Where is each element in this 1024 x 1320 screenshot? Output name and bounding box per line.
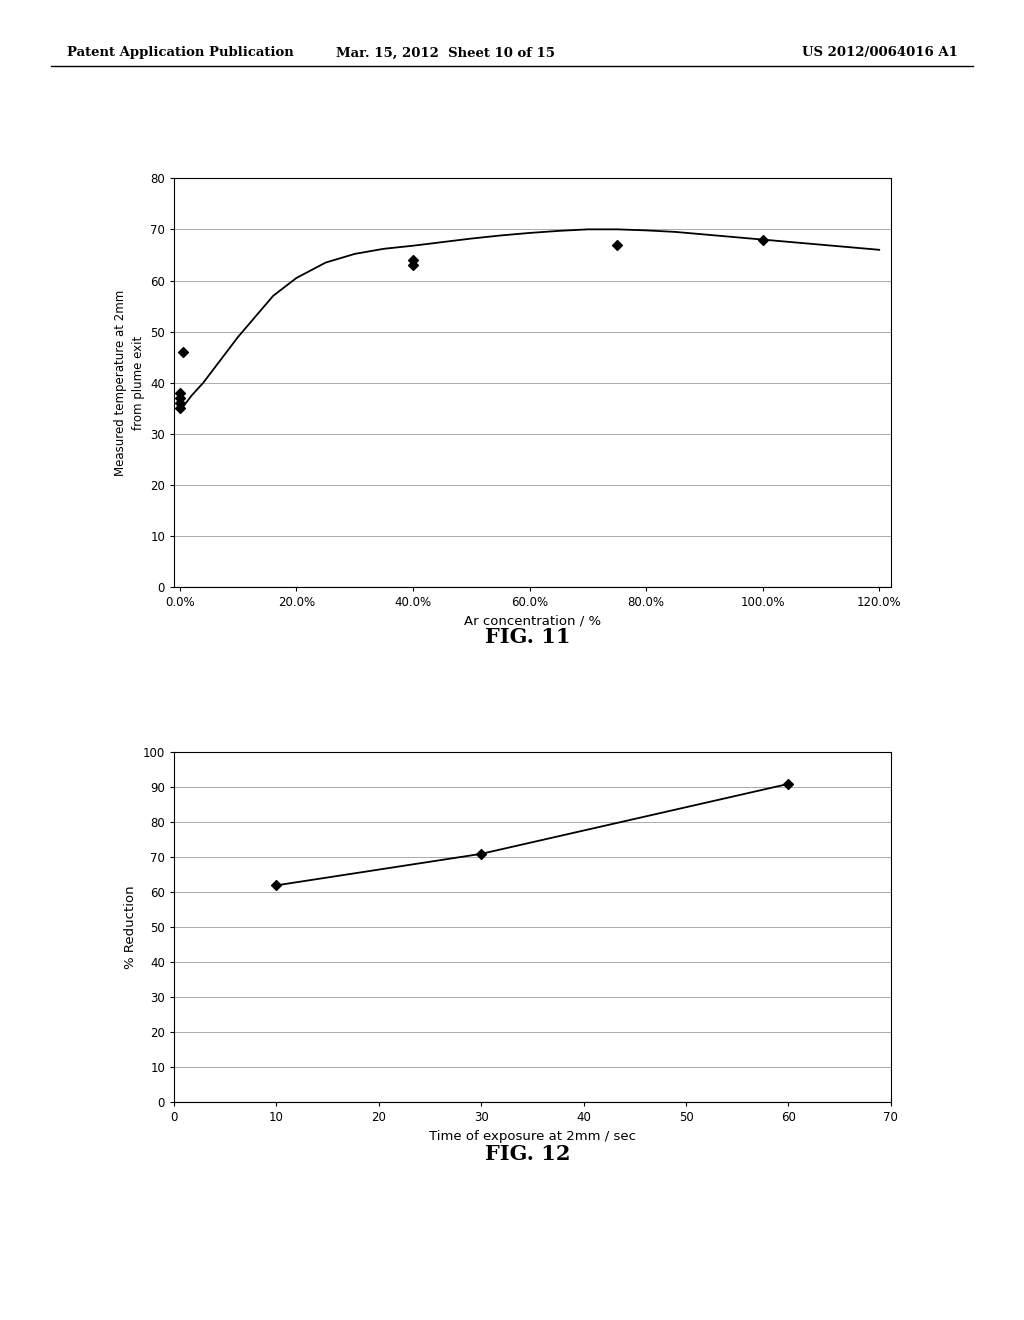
Point <box>172 397 188 418</box>
Point <box>473 843 489 865</box>
Point <box>404 255 421 276</box>
Point <box>609 234 626 255</box>
Y-axis label: % Reduction: % Reduction <box>124 886 137 969</box>
X-axis label: Ar concentration / %: Ar concentration / % <box>464 615 601 628</box>
Point <box>172 388 188 409</box>
Text: Patent Application Publication: Patent Application Publication <box>67 46 293 59</box>
Text: FIG. 12: FIG. 12 <box>484 1144 570 1164</box>
Point <box>172 393 188 414</box>
Point <box>175 342 191 363</box>
Point <box>780 774 797 795</box>
Text: Mar. 15, 2012  Sheet 10 of 15: Mar. 15, 2012 Sheet 10 of 15 <box>336 46 555 59</box>
Point <box>268 875 285 896</box>
X-axis label: Time of exposure at 2mm / sec: Time of exposure at 2mm / sec <box>429 1130 636 1143</box>
Y-axis label: Measured temperature at 2mm
from plume exit: Measured temperature at 2mm from plume e… <box>114 289 144 477</box>
Text: FIG. 11: FIG. 11 <box>484 627 570 647</box>
Point <box>172 383 188 404</box>
Text: US 2012/0064016 A1: US 2012/0064016 A1 <box>802 46 957 59</box>
Point <box>755 230 771 251</box>
Point <box>404 249 421 271</box>
